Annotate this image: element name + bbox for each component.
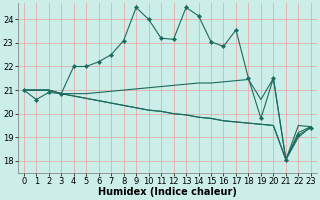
X-axis label: Humidex (Indice chaleur): Humidex (Indice chaleur) <box>98 187 237 197</box>
